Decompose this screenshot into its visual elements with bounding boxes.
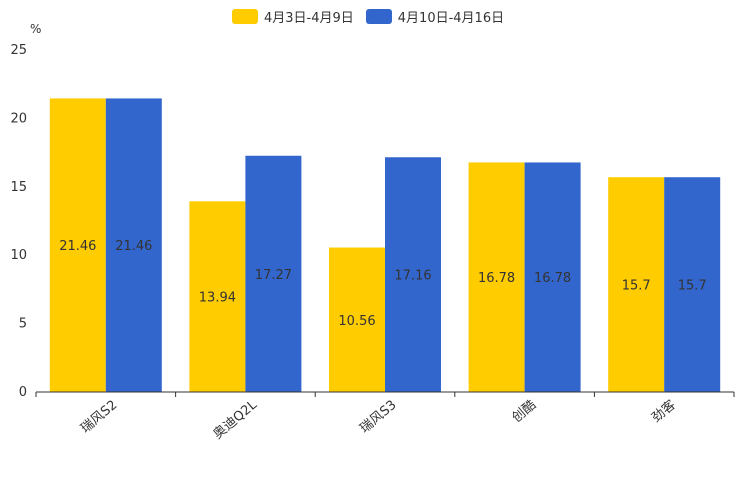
data-label: 15.7 bbox=[678, 279, 707, 294]
x-tick-label: 劲客 bbox=[649, 397, 679, 426]
data-label: 21.46 bbox=[115, 239, 152, 254]
legend-item-series-1[interactable]: 4月3日-4月9日 bbox=[232, 7, 354, 26]
data-label: 13.94 bbox=[199, 291, 236, 306]
x-tick-label: 瑞风S2 bbox=[78, 398, 120, 437]
bar[interactable] bbox=[329, 247, 385, 392]
y-axis-unit-label: % bbox=[30, 22, 42, 36]
bar[interactable] bbox=[664, 177, 721, 392]
legend-label-series-2: 4月10日-4月16日 bbox=[397, 11, 505, 26]
legend-swatch-series-1 bbox=[232, 9, 258, 24]
legend-swatch-series-2 bbox=[365, 9, 392, 24]
bar[interactable] bbox=[524, 162, 581, 392]
plot-area: 0 5 10 15 20 25 21.46 21.46 13.94 17.27 10.56 17.16… bbox=[10, 43, 735, 442]
data-label: 15.7 bbox=[622, 279, 651, 294]
bar[interactable] bbox=[245, 155, 302, 392]
data-label: 16.78 bbox=[534, 271, 571, 286]
legend-label-series-1: 4月3日-4月9日 bbox=[264, 11, 354, 26]
legend: 4月3日-4月9日 4月10日-4月16日 bbox=[232, 7, 516, 26]
y-tick-label: 0 bbox=[19, 385, 27, 400]
y-tick-label: 20 bbox=[10, 111, 27, 126]
y-tick-label: 5 bbox=[19, 317, 27, 332]
legend-item-series-2[interactable]: 4月10日-4月16日 bbox=[365, 7, 505, 26]
bar[interactable] bbox=[189, 201, 246, 392]
y-tick-label: 15 bbox=[10, 180, 27, 195]
y-tick-label: 10 bbox=[10, 248, 27, 263]
y-tick-label: 25 bbox=[10, 43, 27, 58]
bar[interactable] bbox=[105, 98, 162, 393]
bar[interactable] bbox=[385, 157, 441, 392]
bar[interactable] bbox=[468, 162, 525, 392]
data-label: 17.16 bbox=[394, 269, 431, 284]
data-label: 16.78 bbox=[478, 271, 515, 286]
bar[interactable] bbox=[608, 177, 665, 392]
data-label: 17.27 bbox=[255, 268, 292, 283]
x-tick-label: 瑞风S3 bbox=[357, 398, 399, 437]
data-label: 10.56 bbox=[338, 314, 375, 329]
data-label: 21.46 bbox=[59, 239, 96, 254]
x-tick-label: 奥迪Q2L bbox=[211, 397, 261, 442]
bar[interactable] bbox=[49, 98, 106, 393]
x-tick-label: 创酷 bbox=[510, 398, 540, 426]
